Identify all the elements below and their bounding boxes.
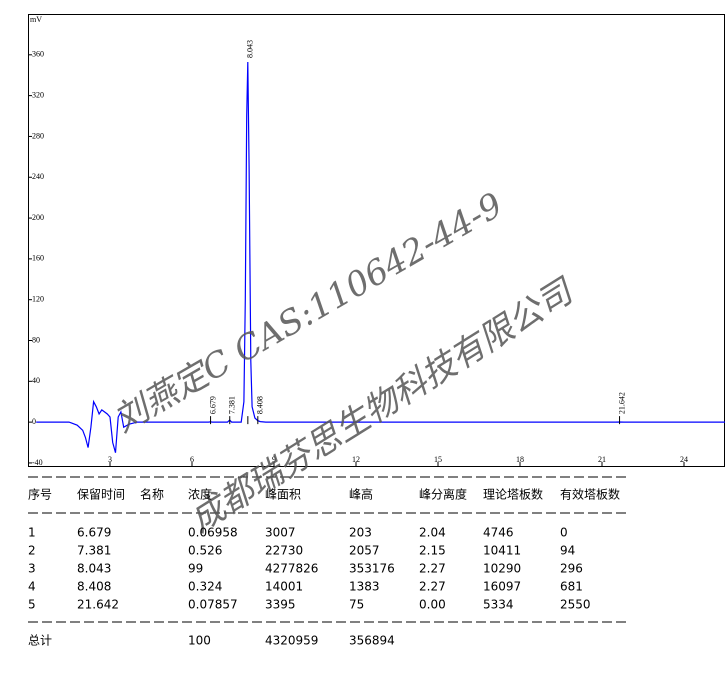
x-tick-label: 6 (190, 455, 194, 464)
y-tick-label: 360 (32, 50, 44, 59)
table-header: 序号 (28, 487, 52, 502)
table-cell: 8.043 (77, 562, 111, 576)
x-tick-label: 12 (352, 455, 360, 464)
table-header: 有效塔板数 (560, 487, 620, 502)
y-axis-unit: mV (30, 15, 42, 24)
table-cell: 203 (349, 526, 372, 540)
table-total: 356894 (349, 634, 395, 648)
table-cell: 2 (28, 544, 36, 558)
y-tick-label: 320 (32, 90, 44, 99)
y-tick-label: 40 (32, 376, 40, 385)
table-cell: 4277826 (265, 562, 318, 576)
table-cell: 1 (28, 526, 36, 540)
y-tick-label: 280 (32, 131, 44, 140)
peak-label: 21.642 (617, 392, 626, 414)
table-cell: 0.526 (188, 544, 222, 558)
table-cell: 22730 (265, 544, 303, 558)
table-total: 100 (188, 634, 211, 648)
table-cell: 75 (349, 598, 364, 612)
y-tick-label: 0 (32, 417, 36, 426)
peak-label: 8.043 (246, 40, 255, 58)
table-header: 名称 (140, 487, 164, 502)
table-cell: 1383 (349, 580, 380, 594)
table-header: 峰高 (349, 487, 373, 502)
table-cell: 5334 (483, 598, 514, 612)
table-header: 浓度 (188, 487, 212, 502)
peak-label: 7.381 (228, 396, 237, 414)
table-cell: 14001 (265, 580, 303, 594)
table-total: 总计 (28, 634, 52, 648)
table-cell: 3 (28, 562, 36, 576)
table-header: 理论塔板数 (483, 487, 543, 502)
x-tick-label: 9 (272, 455, 276, 464)
table-cell: 2.15 (419, 544, 446, 558)
y-tick-label: 160 (32, 254, 44, 263)
table-cell: 2.27 (419, 562, 446, 576)
x-tick-label: 15 (434, 455, 442, 464)
table-cell: 8.408 (77, 580, 111, 594)
table-cell: 296 (560, 562, 583, 576)
x-tick-label: 18 (516, 455, 524, 464)
table-header: 峰面积 (265, 488, 301, 502)
y-tick-label: 80 (32, 335, 40, 344)
table-total: 4320959 (265, 634, 318, 648)
table-cell: 2057 (349, 544, 380, 558)
table-cell: 94 (560, 544, 575, 558)
x-tick-label: 24 (680, 455, 688, 464)
table-cell: 10411 (483, 544, 521, 558)
table-cell: 0 (560, 526, 568, 540)
table-cell: 2.27 (419, 580, 446, 594)
signal-trace (36, 61, 725, 453)
watermark: 刘燕定C CAS:110642-44-9 (107, 185, 510, 441)
table-cell: 353176 (349, 562, 395, 576)
table-cell: 3395 (265, 598, 296, 612)
table-cell: 10290 (483, 562, 521, 576)
table-cell: 3007 (265, 526, 296, 540)
y-tick-label: 200 (32, 213, 44, 222)
table-header: 保留时间 (77, 488, 125, 502)
table-cell: 99 (188, 562, 203, 576)
y-tick-label: 240 (32, 172, 44, 181)
table-cell: 0.07857 (188, 598, 238, 612)
table-cell: 0.324 (188, 580, 222, 594)
table-cell: 6.679 (77, 526, 111, 540)
y-tick-label: 120 (32, 295, 44, 304)
x-tick-label: 21 (598, 455, 606, 464)
table-cell: 7.381 (77, 544, 111, 558)
table-rules (28, 476, 630, 623)
table-cell: 0.06958 (188, 526, 238, 540)
peak-label: 6.679 (208, 396, 217, 414)
peak-label: 8.408 (256, 396, 265, 414)
table-cell: 681 (560, 580, 583, 594)
y-tick-label: -40 (32, 458, 43, 467)
table-cell: 2550 (560, 598, 591, 612)
table-header: 峰分离度 (419, 487, 467, 502)
table-cell: 5 (28, 598, 36, 612)
table-cell: 0.00 (419, 598, 446, 612)
table-cell: 21.642 (77, 598, 119, 612)
table-cell: 4746 (483, 526, 514, 540)
table-cell: 16097 (483, 580, 521, 594)
table-cell: 4 (28, 580, 36, 594)
x-tick-label: 3 (108, 455, 112, 464)
table-cell: 2.04 (419, 526, 446, 540)
